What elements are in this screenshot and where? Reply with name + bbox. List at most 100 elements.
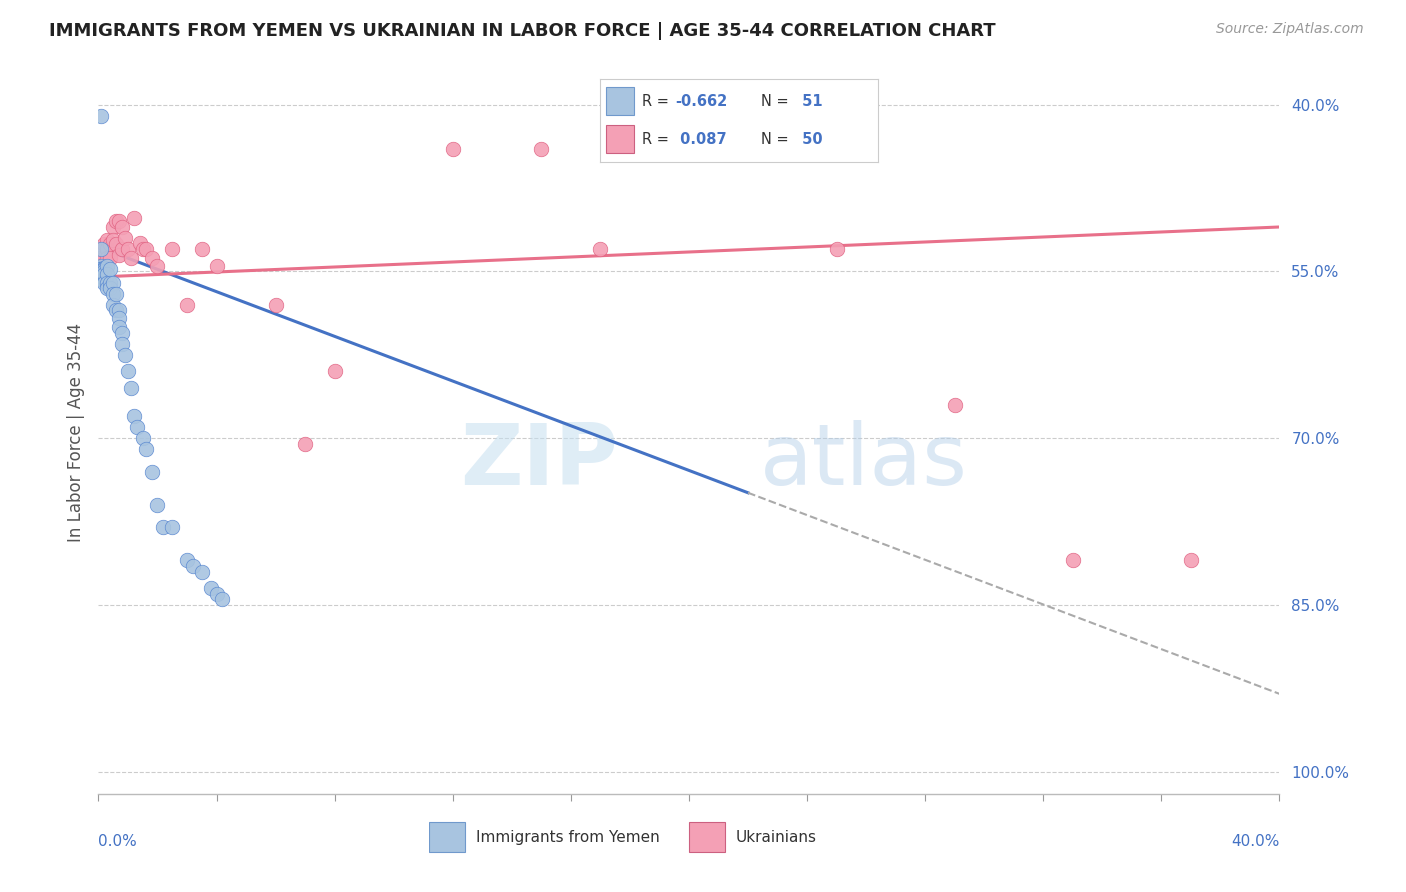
Point bbox=[181, 559, 204, 574]
Point bbox=[128, 235, 150, 250]
Text: Source: ZipAtlas.com: Source: ZipAtlas.com bbox=[1216, 22, 1364, 37]
Point bbox=[90, 264, 112, 278]
Point bbox=[135, 242, 157, 256]
Point bbox=[117, 364, 139, 378]
Point bbox=[93, 258, 115, 272]
Point bbox=[678, 120, 700, 134]
Point bbox=[176, 553, 198, 567]
Point bbox=[93, 276, 115, 290]
Point bbox=[98, 262, 121, 277]
Point bbox=[105, 214, 128, 228]
Point bbox=[205, 587, 228, 601]
Point bbox=[90, 259, 112, 273]
Point bbox=[90, 262, 112, 277]
Point bbox=[114, 231, 136, 245]
Point bbox=[108, 214, 131, 228]
Text: ZIP: ZIP bbox=[460, 420, 619, 503]
Point bbox=[111, 336, 134, 351]
Point bbox=[211, 592, 233, 607]
Point bbox=[176, 298, 198, 312]
Point bbox=[108, 303, 131, 318]
Point bbox=[96, 233, 118, 247]
Point bbox=[90, 272, 112, 286]
Point bbox=[87, 261, 110, 276]
Point bbox=[108, 311, 131, 326]
Point bbox=[90, 267, 112, 281]
Point bbox=[943, 398, 966, 412]
Point bbox=[87, 258, 110, 272]
Point bbox=[205, 259, 228, 273]
Point bbox=[90, 258, 112, 272]
Point bbox=[90, 264, 112, 278]
Point bbox=[294, 436, 316, 450]
Point bbox=[1062, 553, 1084, 567]
Point bbox=[191, 565, 214, 579]
Point bbox=[90, 262, 112, 277]
Text: 0.0%: 0.0% bbox=[98, 834, 138, 848]
Point bbox=[117, 242, 139, 256]
Point bbox=[125, 420, 148, 434]
Point bbox=[1180, 553, 1202, 567]
Point bbox=[441, 142, 464, 156]
Point bbox=[120, 381, 142, 395]
Point bbox=[111, 219, 134, 234]
Y-axis label: In Labor Force | Age 35-44: In Labor Force | Age 35-44 bbox=[66, 323, 84, 542]
Point bbox=[114, 348, 136, 362]
Point bbox=[96, 259, 118, 273]
Point bbox=[98, 251, 121, 265]
Point bbox=[93, 261, 115, 276]
Point bbox=[108, 248, 131, 262]
Point bbox=[264, 298, 287, 312]
Point bbox=[93, 251, 115, 265]
Point bbox=[105, 286, 128, 301]
Point bbox=[87, 259, 110, 273]
Point bbox=[120, 251, 142, 265]
Point bbox=[103, 286, 125, 301]
Point bbox=[90, 262, 112, 277]
Point bbox=[162, 520, 183, 534]
Point bbox=[105, 236, 128, 251]
Point bbox=[141, 465, 163, 479]
Point bbox=[96, 242, 118, 256]
Point bbox=[93, 264, 115, 278]
Point bbox=[103, 233, 125, 247]
Point bbox=[90, 242, 112, 256]
Point bbox=[122, 211, 145, 225]
Point bbox=[93, 267, 115, 281]
Point bbox=[103, 219, 125, 234]
Point bbox=[132, 242, 155, 256]
Point bbox=[191, 242, 214, 256]
Point bbox=[200, 581, 222, 595]
Point bbox=[93, 264, 115, 278]
Point bbox=[132, 431, 155, 445]
Point bbox=[87, 262, 110, 277]
Point bbox=[90, 109, 112, 123]
Point bbox=[90, 264, 112, 278]
Text: atlas: atlas bbox=[759, 420, 967, 503]
Point bbox=[323, 364, 346, 378]
Point bbox=[93, 236, 115, 251]
Point bbox=[111, 326, 134, 340]
Point bbox=[93, 262, 115, 277]
Point bbox=[90, 251, 112, 265]
Text: 40.0%: 40.0% bbox=[1232, 834, 1279, 848]
Point bbox=[96, 267, 118, 281]
Point bbox=[98, 281, 121, 295]
Point bbox=[146, 259, 169, 273]
Point bbox=[589, 242, 612, 256]
Point bbox=[96, 276, 118, 290]
Point bbox=[96, 281, 118, 295]
Point bbox=[825, 242, 848, 256]
Point bbox=[103, 298, 125, 312]
Point bbox=[141, 251, 163, 265]
Point bbox=[87, 264, 110, 278]
Point bbox=[146, 498, 169, 512]
Point bbox=[98, 276, 121, 290]
Point bbox=[87, 264, 110, 278]
Text: IMMIGRANTS FROM YEMEN VS UKRAINIAN IN LABOR FORCE | AGE 35-44 CORRELATION CHART: IMMIGRANTS FROM YEMEN VS UKRAINIAN IN LA… bbox=[49, 22, 995, 40]
Point bbox=[122, 409, 145, 423]
Point bbox=[111, 242, 134, 256]
Point bbox=[162, 242, 183, 256]
Point bbox=[105, 303, 128, 318]
Point bbox=[530, 142, 553, 156]
